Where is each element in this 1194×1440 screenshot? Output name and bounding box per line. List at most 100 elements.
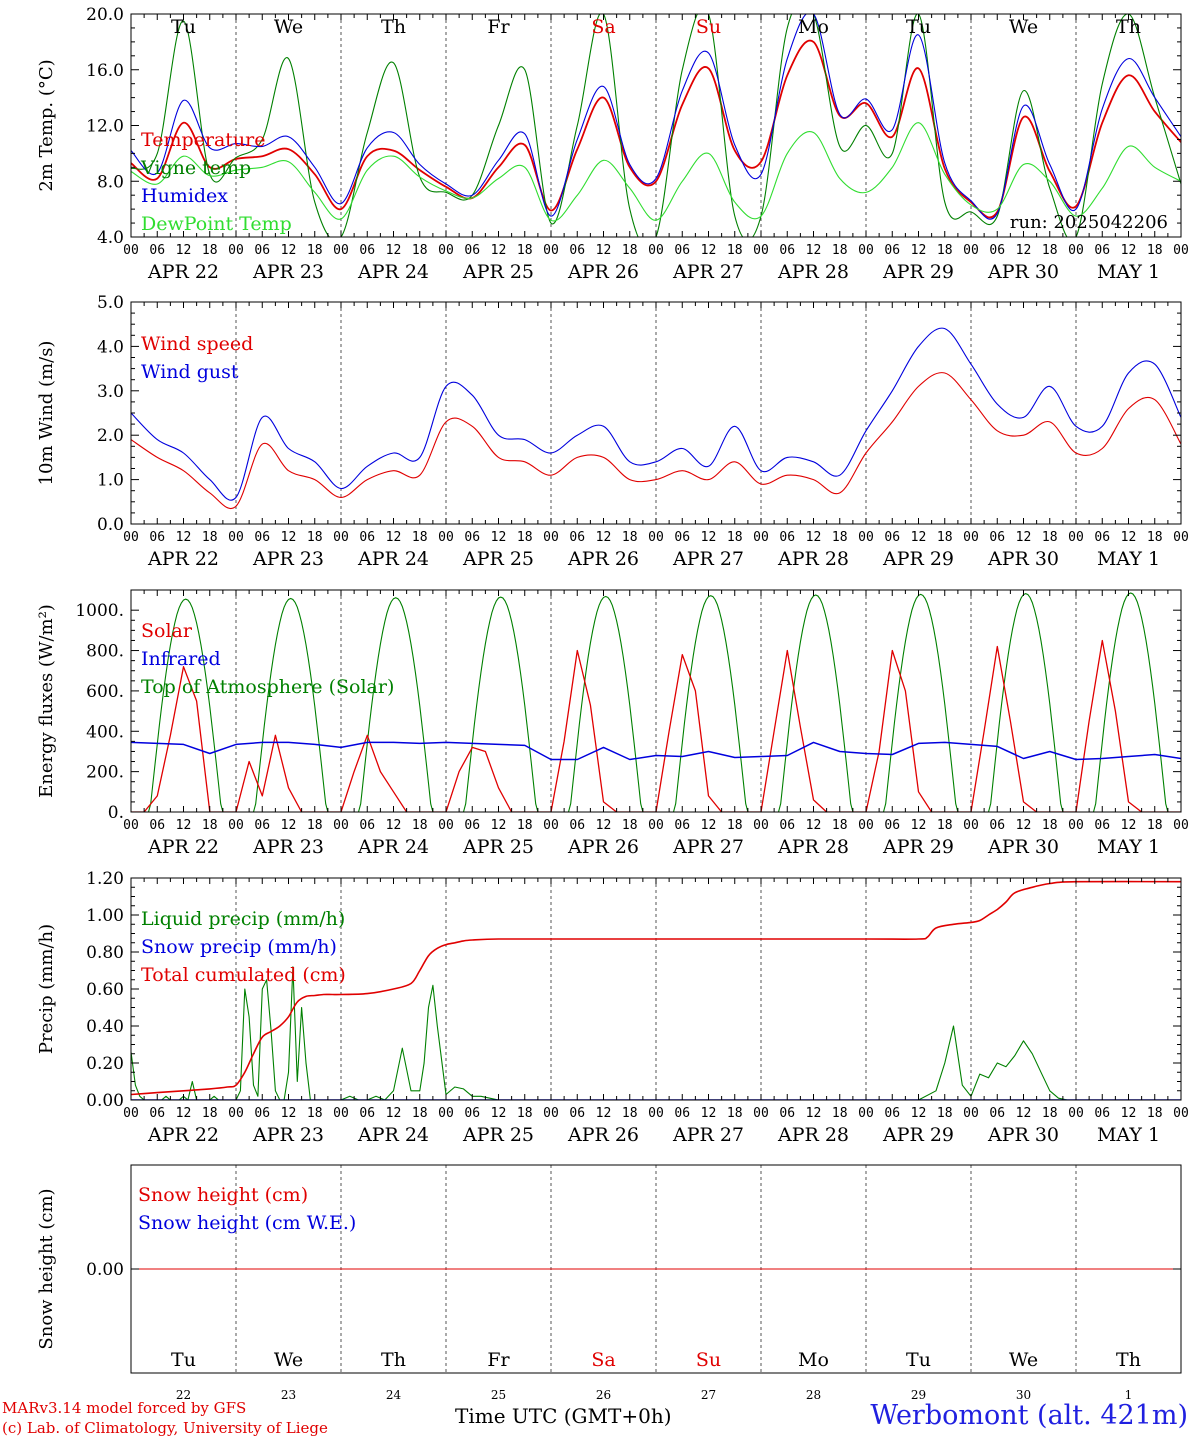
hour-label: 12	[911, 818, 927, 833]
hour-label: 18	[1042, 243, 1058, 258]
hour-label: 12	[701, 818, 717, 833]
hour-label: 12	[281, 1106, 297, 1121]
hour-label: 00	[123, 530, 139, 545]
y-tick-label: 1.00	[86, 906, 124, 926]
legend-infrared: Infrared	[141, 648, 221, 670]
date-label: APR 28	[777, 548, 849, 570]
hour-label: 12	[911, 243, 927, 258]
series-infrared	[131, 741, 1181, 761]
hour-label: 18	[307, 1106, 323, 1121]
hour-label: 18	[307, 243, 323, 258]
hour-label: 06	[359, 530, 375, 545]
date-label: APR 24	[357, 1124, 429, 1146]
hour-label: 00	[648, 530, 664, 545]
date-label: APR 23	[252, 261, 324, 283]
date-label: APR 23	[252, 548, 324, 570]
date-label: APR 22	[147, 548, 219, 570]
series-wind-gust	[131, 327, 1181, 501]
hour-label: 06	[464, 530, 480, 545]
hour-label: 06	[1094, 243, 1110, 258]
date-label: APR 26	[567, 1124, 639, 1146]
hour-label: 18	[1042, 1106, 1058, 1121]
y-tick-label: 4.0	[97, 337, 124, 357]
hour-label: 18	[412, 818, 428, 833]
weekday-label-bottom: Tu	[171, 1349, 196, 1371]
date-label: MAY 1	[1097, 836, 1160, 858]
series-top-of-atmosphere-solar	[971, 592, 1076, 812]
hour-label: 00	[123, 1106, 139, 1121]
hour-label: 06	[149, 243, 165, 258]
hour-label: 00	[228, 1106, 244, 1121]
hour-label: 06	[1094, 818, 1110, 833]
day-number-label: 27	[701, 1388, 716, 1402]
hour-label: 18	[937, 1106, 953, 1121]
hour-label: 18	[832, 530, 848, 545]
day-number-label: 26	[596, 1388, 611, 1402]
date-label: APR 23	[252, 836, 324, 858]
hour-label: 18	[1042, 530, 1058, 545]
hour-label: 18	[622, 818, 638, 833]
series-top-of-atmosphere-solar	[341, 597, 446, 812]
hour-label: 00	[963, 818, 979, 833]
series-liquid-precip	[131, 966, 1181, 1100]
hour-label: 18	[517, 818, 533, 833]
date-label: APR 30	[987, 548, 1059, 570]
y-tick-label: 0.0	[97, 515, 124, 535]
hour-label: 18	[937, 818, 953, 833]
hour-label: 12	[1016, 243, 1032, 258]
hour-label: 18	[1147, 1106, 1163, 1121]
hour-label: 00	[753, 530, 769, 545]
panel-1: 00 06 12 18 00 06 12 18 00 06 12 18 00 06 12 18 00 06 12 18…	[36, 5, 1189, 283]
weekday-label-top: Th	[381, 16, 406, 38]
hour-label: 12	[806, 530, 822, 545]
y-axis-label: Snow height (cm)	[36, 1188, 57, 1349]
hour-label: 18	[832, 1106, 848, 1121]
date-label: APR 28	[777, 836, 849, 858]
hour-label: 00	[858, 530, 874, 545]
hour-label: 12	[596, 530, 612, 545]
weekday-label-bottom: Fr	[487, 1349, 510, 1371]
y-tick-label: 0.80	[86, 943, 124, 963]
hour-label: 06	[569, 1106, 585, 1121]
hour-label: 12	[1121, 818, 1137, 833]
hour-label: 00	[963, 243, 979, 258]
hour-label: 06	[989, 1106, 1005, 1121]
date-label: MAY 1	[1097, 548, 1160, 570]
run-annotation: run: 2025042206	[1010, 212, 1168, 233]
day-number-label: 25	[491, 1388, 506, 1402]
series-solar	[131, 639, 1181, 812]
hour-label: 18	[307, 818, 323, 833]
hour-label: 00	[648, 1106, 664, 1121]
hour-label: 00	[1068, 530, 1084, 545]
day-number-label: 1	[1125, 1388, 1133, 1402]
hour-label: 18	[307, 530, 323, 545]
weekday-label-bottom: Th	[1116, 1349, 1141, 1371]
x-axis-title: Time UTC (GMT+0h)	[455, 1404, 672, 1428]
hour-label: 00	[438, 243, 454, 258]
hour-label: 06	[569, 530, 585, 545]
date-label: APR 27	[672, 836, 744, 858]
hour-label: 12	[176, 1106, 192, 1121]
hour-label: 00	[858, 1106, 874, 1121]
day-number-label: 24	[386, 1388, 402, 1402]
y-tick-label: 800.	[86, 642, 124, 662]
hour-label: 18	[727, 1106, 743, 1121]
hour-label: 18	[1147, 818, 1163, 833]
legend-snow-height-cm: Snow height (cm)	[138, 1184, 308, 1206]
hour-label: 06	[149, 1106, 165, 1121]
hour-label: 00	[753, 243, 769, 258]
y-tick-label: 3.0	[97, 382, 124, 402]
weekday-label-bottom: Su	[696, 1349, 721, 1371]
hour-label: 00	[858, 818, 874, 833]
hour-label: 12	[1121, 1106, 1137, 1121]
legend-snow-precip-mm-h: Snow precip (mm/h)	[141, 936, 337, 958]
hour-label: 18	[727, 243, 743, 258]
weekday-label-top: Fr	[487, 16, 510, 38]
plot-area	[131, 592, 1181, 812]
hour-label: 12	[176, 243, 192, 258]
hour-label: 18	[412, 530, 428, 545]
panel-2: 00 06 12 18 00 06 12 18 00 06 12 18 00 06 12 18 00 06 12 18…	[36, 293, 1189, 570]
date-label: APR 26	[567, 261, 639, 283]
hour-label: 00	[333, 243, 349, 258]
